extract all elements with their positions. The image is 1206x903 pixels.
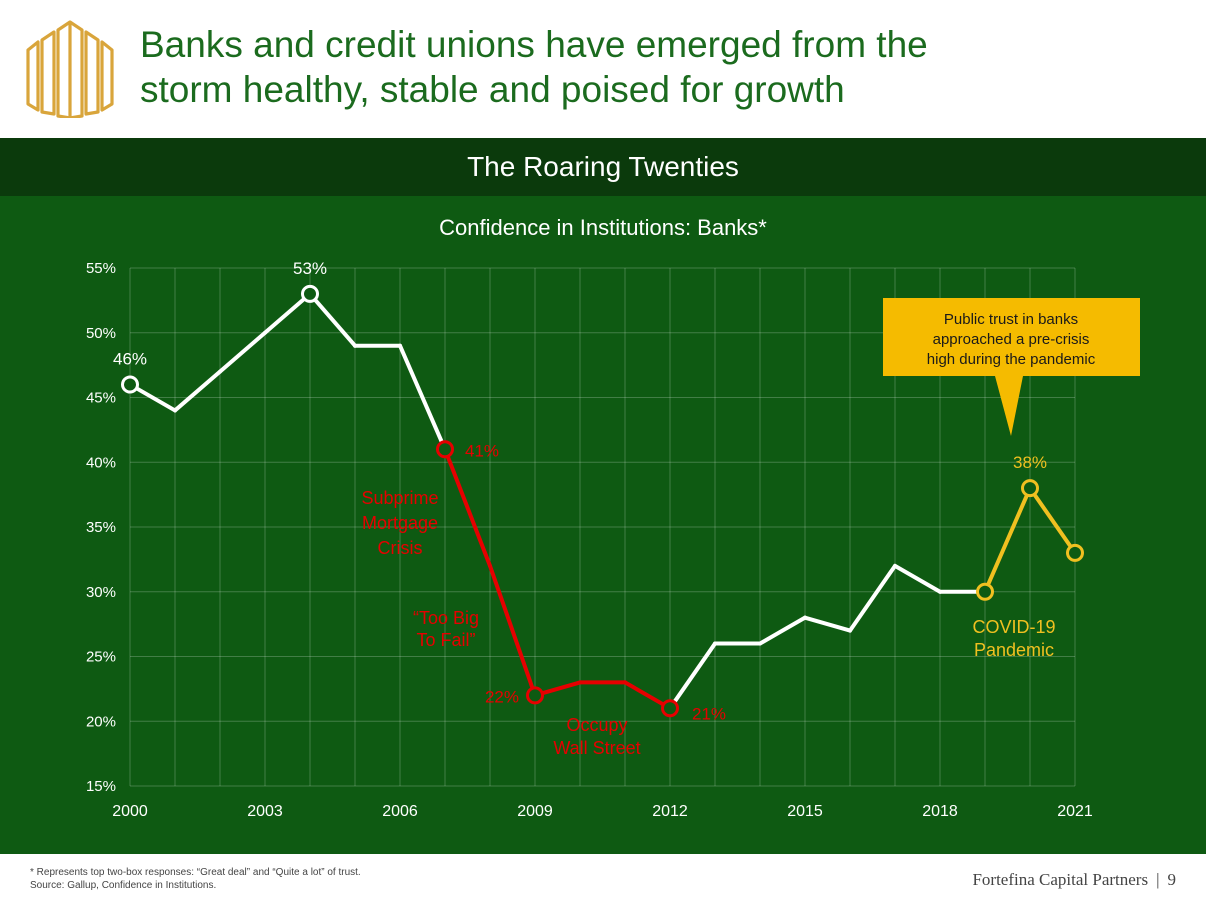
chart-area: Confidence in Institutions: Banks* 15% 20…	[0, 196, 1206, 854]
headline-line-2: storm healthy, stable and poised for gro…	[140, 69, 845, 110]
data-point-marker	[1066, 543, 1084, 562]
annotation-too-big-to-fail: “Too Big To Fail”	[413, 608, 479, 650]
x-tick-label: 2000	[112, 803, 148, 820]
annotation-occupy-wall-street: Occupy Wall Street	[553, 715, 640, 758]
footer: * Represents top two-box responses: “Gre…	[0, 854, 1206, 903]
x-tick-label: 2006	[382, 803, 418, 820]
data-label: 46%	[113, 350, 147, 369]
data-label: 21%	[692, 704, 726, 723]
series-segment	[803, 615, 852, 633]
footnote-note: * Represents top two-box responses: “Gre…	[30, 867, 361, 878]
data-point-marker	[436, 440, 454, 459]
page-number: 9	[1167, 870, 1177, 889]
x-tick-label: 2012	[652, 803, 688, 820]
data-label: 22%	[485, 687, 519, 706]
y-tick-label: 50%	[86, 325, 116, 342]
series-segment	[983, 486, 1032, 594]
data-point-marker	[1021, 479, 1039, 498]
line-chart: 15% 20% 25% 30% 35% 40% 45% 50% 55% 2000 2003 2006 2…	[86, 259, 1140, 820]
y-tick-label: 30%	[86, 584, 116, 601]
callout-text: Public trust in banks approached a pre-cr…	[927, 311, 1096, 368]
footnote-source: Source: Gallup, Confidence in Institutio…	[30, 880, 217, 891]
data-label: 38%	[1013, 453, 1047, 472]
y-tick-label: 45%	[86, 390, 116, 407]
series-segment	[308, 291, 357, 348]
x-tick-label: 2009	[517, 803, 553, 820]
y-tick-label: 20%	[86, 713, 116, 730]
x-tick-label: 2003	[247, 803, 283, 820]
series-segment	[488, 563, 537, 698]
headline-line-1: Banks and credit unions have emerged fro…	[140, 24, 928, 65]
brand-block: Fortefina Capital Partners | 9	[972, 870, 1176, 890]
company-name: Fortefina Capital Partners	[972, 870, 1149, 889]
x-tick-label: 2021	[1057, 803, 1093, 820]
series-segment	[848, 563, 897, 633]
callout-pointer	[995, 376, 1023, 436]
x-tick-label: 2018	[922, 803, 958, 820]
annotation-covid-pandemic: COVID-19 Pandemic	[972, 617, 1055, 660]
section-title: The Roaring Twenties	[467, 151, 739, 182]
series-segment	[398, 343, 447, 452]
logo-icon	[26, 20, 114, 118]
y-tick-label: 25%	[86, 649, 116, 666]
y-tick-label: 40%	[86, 454, 116, 471]
series-segment	[173, 369, 222, 413]
data-point-marker	[526, 686, 544, 705]
data-point-marker	[976, 582, 994, 601]
x-tick-label: 2015	[787, 803, 823, 820]
series-segment	[893, 563, 942, 594]
data-label: 41%	[465, 441, 499, 460]
y-tick-label: 35%	[86, 519, 116, 536]
annotation-subprime-crisis: Subprime Mortgage Crisis	[361, 488, 438, 558]
series-segment	[758, 615, 807, 646]
data-label: 53%	[293, 259, 327, 278]
section-band: The Roaring Twenties	[0, 138, 1206, 196]
footnote: * Represents top two-box responses: “Gre…	[30, 866, 361, 892]
data-point-marker	[301, 284, 319, 303]
data-point-marker	[121, 375, 139, 394]
series-segment	[263, 291, 312, 335]
series-segment	[218, 330, 267, 374]
y-tick-label: 15%	[86, 778, 116, 795]
header: Banks and credit unions have emerged fro…	[0, 0, 1206, 138]
callout-box	[883, 298, 1140, 376]
data-point-marker	[661, 699, 679, 718]
series-segment	[668, 641, 717, 711]
page-headline: Banks and credit unions have emerged fro…	[140, 22, 1180, 112]
chart-title: Confidence in Institutions: Banks*	[439, 215, 767, 240]
y-tick-label: 55%	[86, 260, 116, 277]
series-segment	[1028, 486, 1077, 555]
series-segment	[443, 447, 492, 568]
brand-separator: |	[1156, 870, 1160, 889]
